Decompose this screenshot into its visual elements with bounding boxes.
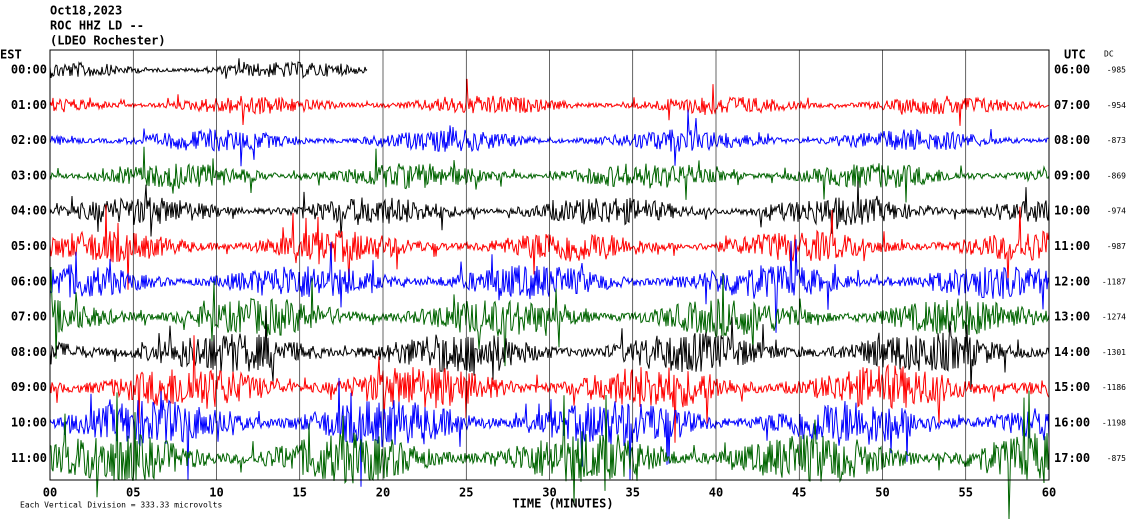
x-tick-label: 50 <box>875 486 889 500</box>
x-tick-label: 05 <box>126 486 140 500</box>
dc-value: -954 <box>1107 101 1126 110</box>
est-label: 09:00 <box>11 380 47 394</box>
dc-label: DC <box>1104 50 1114 59</box>
dc-value: -1274 <box>1102 313 1126 322</box>
est-label: 04:00 <box>11 204 47 218</box>
dc-value: -1186 <box>1102 383 1126 392</box>
dc-value: -875 <box>1107 454 1126 463</box>
utc-label: 11:00 <box>1054 239 1090 253</box>
utc-label: 07:00 <box>1054 98 1090 112</box>
dc-value: -987 <box>1107 242 1126 251</box>
dc-value: -1301 <box>1102 348 1126 357</box>
utc-label: 17:00 <box>1054 451 1090 465</box>
x-tick-label: 45 <box>792 486 806 500</box>
x-tick-label: 60 <box>1042 486 1056 500</box>
dc-value: -985 <box>1107 66 1126 75</box>
x-tick-label: 10 <box>209 486 223 500</box>
utc-label: 15:00 <box>1054 380 1090 394</box>
x-tick-label: 15 <box>293 486 307 500</box>
est-label: 03:00 <box>11 168 47 182</box>
est-label: 05:00 <box>11 239 47 253</box>
utc-label: 10:00 <box>1054 204 1090 218</box>
est-label: 11:00 <box>11 451 47 465</box>
utc-label: 09:00 <box>1054 168 1090 182</box>
dc-value: -1187 <box>1102 277 1126 286</box>
x-tick-label: 20 <box>376 486 390 500</box>
dc-value: -869 <box>1107 171 1126 180</box>
est-label: 00:00 <box>11 63 47 77</box>
est-label: 10:00 <box>11 416 47 430</box>
est-label: 08:00 <box>11 345 47 359</box>
x-tick-label: 30 <box>542 486 556 500</box>
utc-label: 08:00 <box>1054 133 1090 147</box>
est-label: 02:00 <box>11 133 47 147</box>
x-tick-label: 35 <box>626 486 640 500</box>
x-tick-label: 55 <box>959 486 973 500</box>
dc-value: -873 <box>1107 136 1126 145</box>
x-tick-label: 25 <box>459 486 473 500</box>
est-label: 07:00 <box>11 310 47 324</box>
right-axis-label: UTC <box>1064 48 1086 62</box>
seismic-trace <box>49 58 368 79</box>
x-axis-label: TIME (MINUTES) <box>512 497 613 511</box>
dc-value: -974 <box>1107 207 1126 216</box>
title-line: ROC HHZ LD -- <box>50 19 144 33</box>
utc-label: 14:00 <box>1054 345 1090 359</box>
utc-label: 13:00 <box>1054 310 1090 324</box>
est-label: 01:00 <box>11 98 47 112</box>
est-label: 06:00 <box>11 274 47 288</box>
footer: Each Vertical Division = 333.33 microvol… <box>20 501 222 510</box>
dc-value: -1198 <box>1102 419 1126 428</box>
utc-label: 06:00 <box>1054 63 1090 77</box>
utc-label: 16:00 <box>1054 416 1090 430</box>
title-line: (LDEO Rochester) <box>50 34 166 48</box>
utc-label: 12:00 <box>1054 274 1090 288</box>
left-axis-label: EST <box>0 48 22 62</box>
x-tick-label: 00 <box>43 486 57 500</box>
title-line: Oct18,2023 <box>50 4 122 18</box>
x-tick-label: 40 <box>709 486 723 500</box>
